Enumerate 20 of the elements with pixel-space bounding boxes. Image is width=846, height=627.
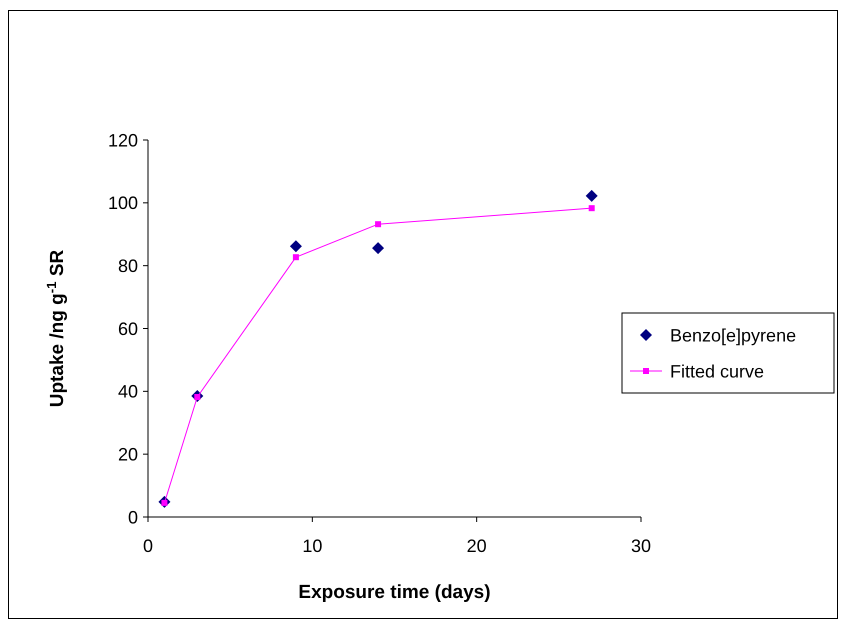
point [292, 254, 299, 260]
point [586, 190, 598, 202]
x-tick-label: 0 [142, 536, 154, 556]
y-tick-label: 80 [118, 256, 138, 276]
y-tick-label: 100 [108, 193, 138, 214]
y-tick-label: 0 [128, 507, 138, 528]
y-tick-label: 40 [118, 382, 138, 402]
x-tick-label: 10 [302, 536, 322, 556]
point [290, 240, 302, 252]
y-tick-label: 60 [118, 318, 138, 339]
y-tick-label: 20 [118, 444, 138, 464]
point [372, 242, 384, 254]
x-tick-label: 30 [630, 536, 652, 556]
point [375, 221, 382, 228]
x-axis-title: Exposure time (days) [298, 582, 491, 603]
x-tick-label: 20 [466, 536, 487, 556]
legend-label: Fitted curve [670, 361, 764, 382]
y-tick-label: 120 [108, 130, 138, 150]
point [588, 205, 595, 212]
legend-label: Benzo[e]pyrene [670, 325, 796, 346]
